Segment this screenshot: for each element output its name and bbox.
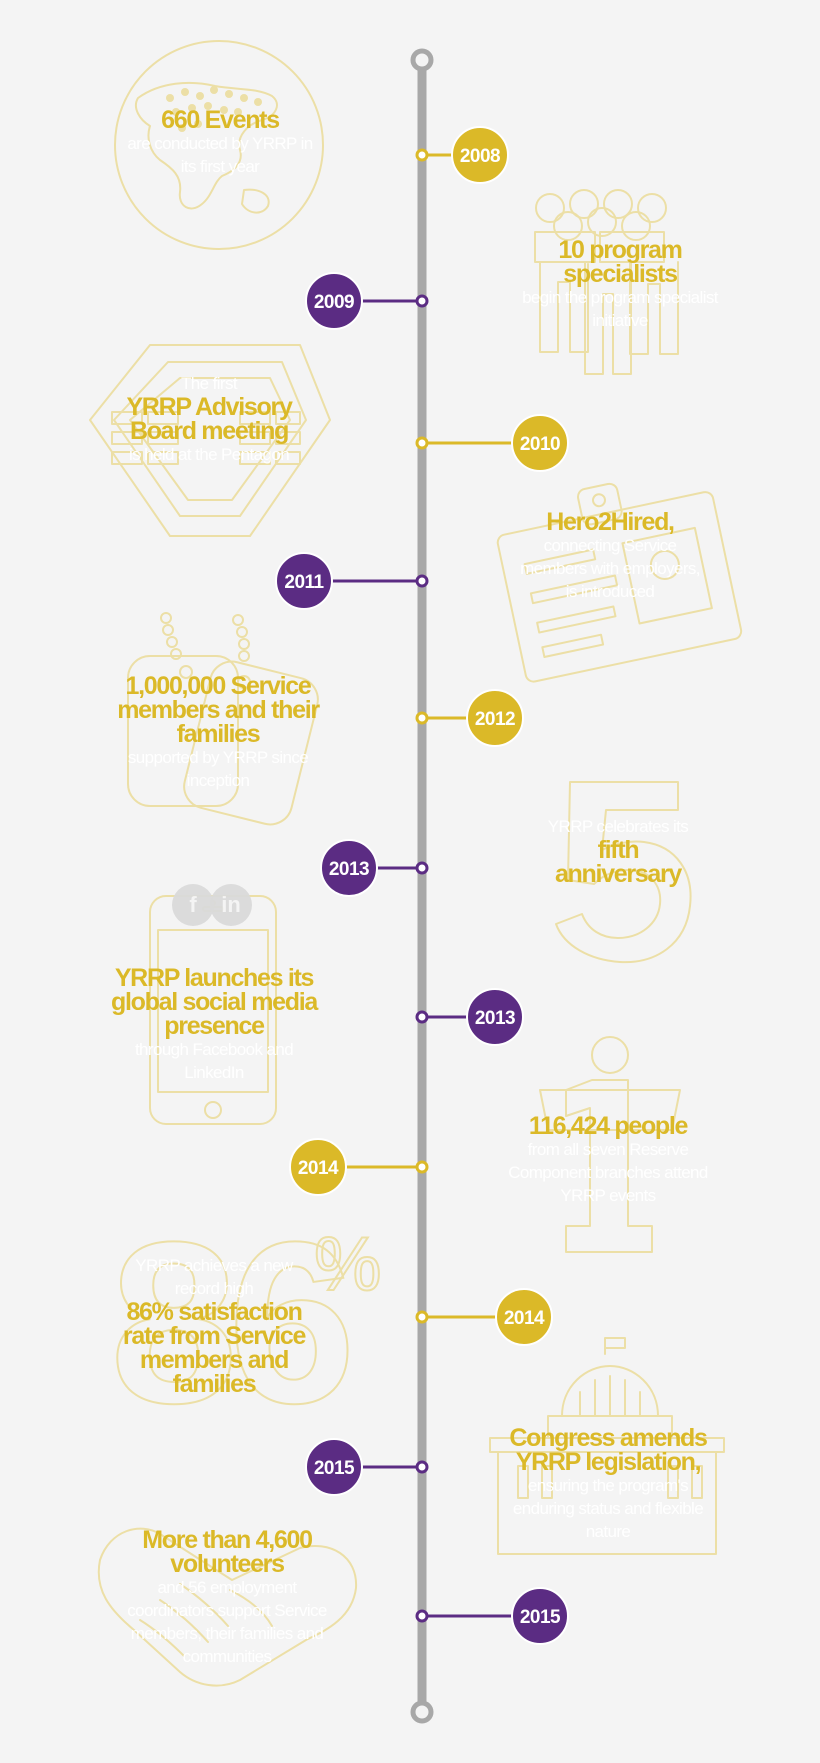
year-badge-2008: 2008 [451,126,509,184]
year-badge-circle [289,1138,347,1196]
timeline-node [415,436,429,450]
event-headline: 1,000,000 Service members and their fami… [117,672,320,748]
year-badge-circle [275,552,333,610]
year-badge-2015: 2015 [305,1438,363,1496]
event-detail-text: is held at the Pentagon [128,445,290,464]
event-9: YRRP achieves a new record high 86% satis… [114,1254,314,1398]
event-7: f in YRRP launches its global social media… [110,884,318,1084]
event-pre-text: YRRP achieves a new record high [135,1256,293,1298]
id-badge-icon [496,482,743,683]
year-badge-2009: 2009 [305,272,363,330]
year-label: 2013 [475,1008,515,1029]
timeline-node [415,711,429,725]
year-badge-circle [466,988,524,1046]
year-badge-circle [320,839,378,897]
percent-sign: % [314,1222,382,1307]
event-10: Congress amends YRRP legislation, ensurin… [508,1426,708,1543]
handshake-icon [97,1527,358,1687]
timeline-top-cap [410,48,434,72]
year-label: 2008 [460,146,500,167]
number-one-person-icon [539,1036,681,1253]
year-badge-2012: 2012 [466,689,524,747]
year-badge-circle [451,126,509,184]
event-detail-text: begin the program specialist initiative [522,288,718,330]
globe-icon [114,40,324,250]
event-headline: Hero2Hired, [546,508,675,536]
year-badge-2015: 2015 [511,1587,569,1645]
timeline-node [415,1160,429,1174]
event-detail-text: from all seven Reserve Component branche… [508,1140,708,1205]
big-number-86: 86 [110,1194,348,1451]
event-4: Hero2Hired, connecting Service members wi… [520,510,700,603]
event-headline: Congress amends YRRP legislation, [509,1424,708,1476]
year-badge-circle [495,1288,553,1346]
timeline-node [415,574,429,588]
year-badge-2014: 2014 [495,1288,553,1346]
event-headline: YRRP Advisory Board meeting [126,393,292,445]
capitol-icon [489,1337,725,1555]
linkedin-icon: in [210,884,252,926]
year-badge-circle [305,272,363,330]
timeline-node [415,1460,429,1474]
percent-icon: 86 % [109,1193,383,1452]
event-detail-text: ensuring the program's enduring status a… [512,1476,704,1541]
year-label: 2014 [298,1158,339,1179]
year-label: 2012 [475,709,515,730]
timeline-node [415,294,429,308]
event-5: 1,000,000 Service members and their fami… [116,674,320,792]
year-label: 2010 [520,434,560,455]
year-badge-circle [511,414,569,472]
event-detail-text: are conducted by YRRP in its first year [127,134,313,176]
year-label: 2009 [314,292,354,313]
event-detail-text: supported by YRRP since inception [127,748,309,790]
timeline-node [415,1310,429,1324]
timeline-node [415,861,429,875]
event-detail-text: through Facebook and LinkedIn [134,1040,294,1082]
event-6: YRRP celebrates its fifth anniversary [538,815,698,888]
background-icons: 86 % [89,40,743,1687]
event-8: 116,424 people from all seven Reserve Com… [508,1114,708,1207]
timeline-bottom-cap [410,1700,434,1724]
year-label: 2011 [284,572,324,593]
timeline-node [415,1609,429,1623]
year-badge-2014: 2014 [289,1138,347,1196]
facebook-icon: f [172,884,214,926]
event-2: 10 program specialists begin the program … [520,238,720,332]
event-headline: 116,424 people [528,1112,689,1140]
event-1: 660 Events are conducted by YRRP in its f… [120,108,320,178]
year-badge-2013: 2013 [320,839,378,897]
year-badge-2010: 2010 [511,414,569,472]
event-pre-text: YRRP celebrates its [547,817,689,836]
event-pre-text: The first [180,374,238,393]
year-badge-2013: 2013 [466,988,524,1046]
year-badge-2011: 2011 [275,552,333,610]
year-badge-circle [466,689,524,747]
event-headline: 10 program specialists [558,236,682,288]
year-label: 2015 [314,1458,355,1479]
people-icon [534,189,679,375]
social-icons: f in [172,884,252,926]
year-label: 2014 [504,1308,545,1329]
number-five-icon [555,781,692,964]
event-headline: 660 Events [161,106,280,134]
timeline-node [415,148,429,162]
event-detail-text: and 56 employment coordinators support S… [127,1578,327,1666]
event-3: The first YRRP Advisory Board meeting is h… [106,372,312,466]
year-label: 2015 [520,1607,561,1628]
event-headline: 86% satisfaction rate from Service membe… [122,1298,306,1398]
timeline-node [415,1010,429,1024]
year-badge-circle [511,1587,569,1645]
event-headline: fifth anniversary [554,836,682,888]
year-label: 2013 [329,859,369,880]
event-detail-text: connecting Service members with employer… [520,536,700,601]
pentagon-icon [89,344,331,537]
event-headline: More than 4,600 volunteers [142,1526,313,1578]
dog-tags-icon [127,612,319,826]
year-badge-circle [305,1438,363,1496]
event-11: More than 4,600 volunteers and 56 employm… [118,1528,336,1668]
event-headline: YRRP launches its global social media pr… [111,964,318,1040]
